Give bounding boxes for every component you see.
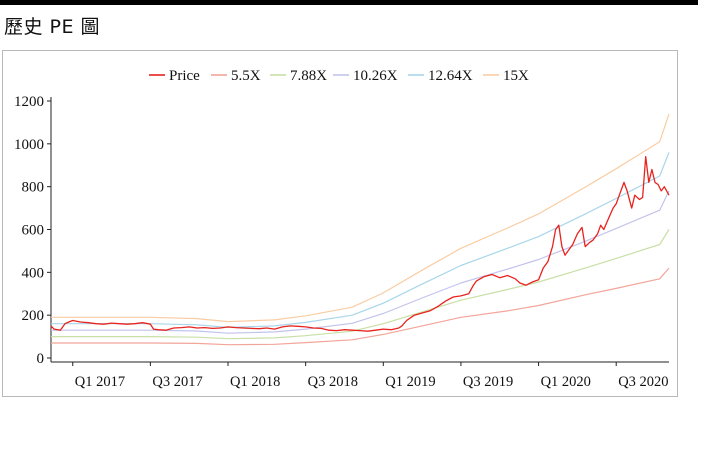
y-tick-label: 1200 <box>14 94 44 110</box>
x-tick-label: Q1 2019 <box>385 374 435 390</box>
x-tick-label: Q1 2017 <box>75 374 125 390</box>
series-line-15x <box>51 113 670 323</box>
legend-label: 15X <box>503 68 529 84</box>
legend-label: 5.5X <box>231 68 261 84</box>
chart-legend: Price 5.5X 7.88X 10.26X 12.64X 15X <box>149 68 529 84</box>
series-line-price <box>50 156 670 332</box>
x-tick-label: Q3 2017 <box>152 374 202 390</box>
y-tick-label: 800 <box>22 180 45 196</box>
y-tick-label: 200 <box>22 308 45 324</box>
page-title: 歷史 PE 圖 <box>4 16 101 38</box>
legend-label: Price <box>169 68 200 84</box>
chart-axes: 0 200 400 600 800 1000 1200 Q1 2017 Q3 2017 Q1 20… <box>14 94 669 390</box>
legend-label: 12.64X <box>428 68 473 84</box>
y-tick-label: 1000 <box>14 137 44 153</box>
x-tick-label: Q3 2019 <box>463 374 513 390</box>
series-line-12-64x <box>51 152 670 328</box>
chart-series <box>50 113 670 346</box>
top-rule <box>0 0 698 5</box>
legend-label: 10.26X <box>353 68 398 84</box>
x-tick-label: Q3 2020 <box>618 374 668 390</box>
y-tick-label: 600 <box>22 223 45 239</box>
y-tick-label: 400 <box>22 265 45 281</box>
x-tick-label: Q3 2018 <box>308 374 358 390</box>
chart-frame: Price 5.5X 7.88X 10.26X 12.64X 15X 0 200 400 600… <box>2 50 678 397</box>
x-tick-label: Q1 2018 <box>230 374 280 390</box>
legend-label: 7.88X <box>290 68 327 84</box>
series-line-5-5x <box>51 267 670 346</box>
y-tick-label: 0 <box>37 351 45 367</box>
pe-chart: Price 5.5X 7.88X 10.26X 12.64X 15X 0 200 400 600… <box>14 68 670 390</box>
series-line-7-88x <box>51 229 670 340</box>
x-tick-label: Q1 2020 <box>541 374 591 390</box>
